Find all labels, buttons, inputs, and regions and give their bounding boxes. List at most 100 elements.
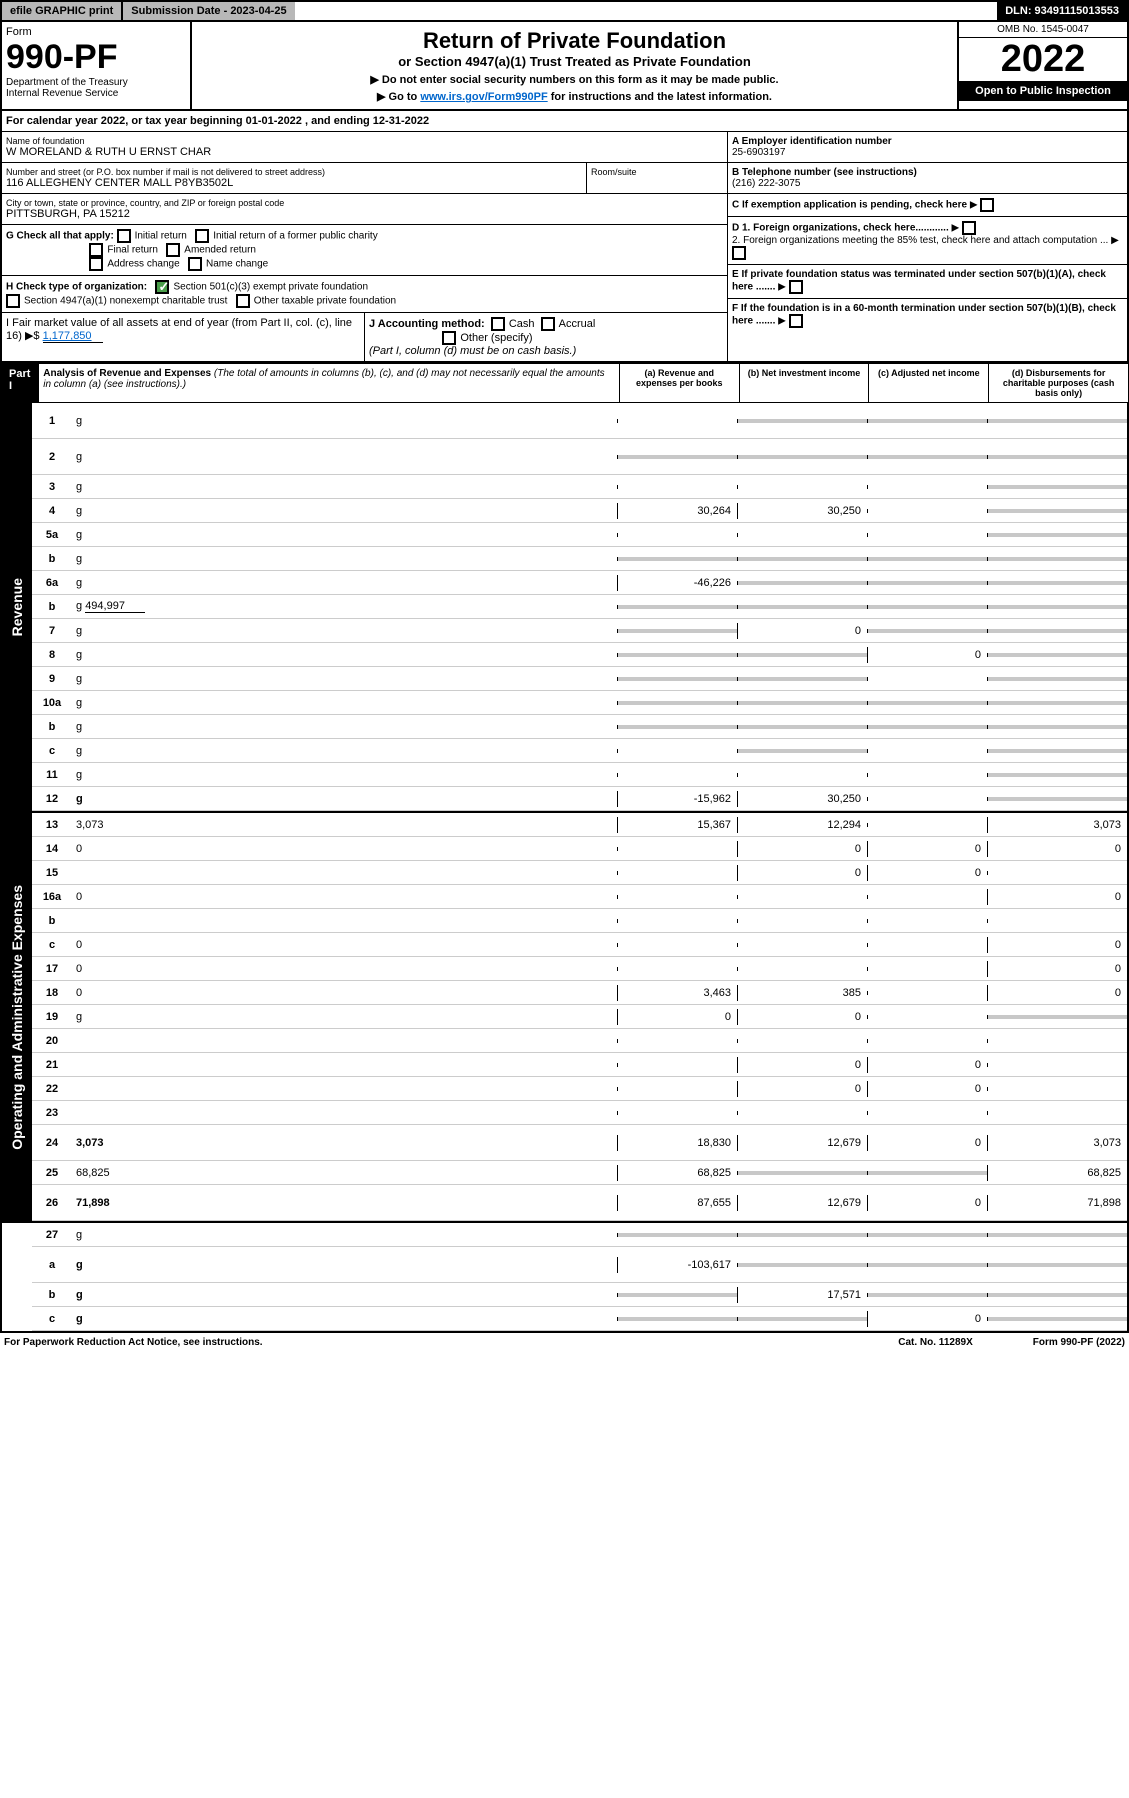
net-spacer — [2, 1223, 32, 1331]
table-cell: 3,463 — [617, 985, 737, 1001]
table-cell — [867, 991, 987, 995]
line-desc: g — [72, 1257, 617, 1273]
form-note2: ▶ Go to www.irs.gov/Form990PF for instru… — [198, 90, 951, 103]
table-cell — [867, 797, 987, 801]
table-row: cg0 — [32, 1307, 1127, 1331]
checkbox-initial[interactable] — [117, 229, 131, 243]
table-row: 8g0 — [32, 643, 1127, 667]
info-left: Name of foundation W MORELAND & RUTH U E… — [2, 132, 727, 361]
checkbox-address[interactable] — [89, 257, 103, 271]
line-desc: g — [72, 1009, 617, 1025]
table-cell — [867, 419, 987, 423]
line-desc: g — [72, 647, 617, 663]
line-number: 27 — [32, 1227, 72, 1243]
j-accrual: Accrual — [559, 318, 596, 330]
checkbox-c[interactable] — [980, 198, 994, 212]
g-opt-0: Initial return — [135, 231, 187, 242]
line-desc: 3,073 — [72, 817, 617, 833]
line-desc: g 494,997 — [72, 598, 617, 615]
table-row: bg 494,997 — [32, 595, 1127, 619]
line-number: 12 — [32, 791, 72, 807]
table-row: 4g30,26430,250 — [32, 499, 1127, 523]
table-cell — [617, 557, 737, 561]
table-cell: 12,679 — [737, 1195, 867, 1211]
table-cell — [737, 1111, 867, 1115]
opex-text: Operating and Administrative Expenses — [9, 885, 25, 1150]
table-row: 16a00 — [32, 885, 1127, 909]
line-number: 23 — [32, 1105, 72, 1121]
table-cell: 0 — [737, 1057, 867, 1073]
table-row: 2g — [32, 439, 1127, 475]
i-value[interactable]: 1,177,850 — [43, 330, 103, 343]
omb: OMB No. 1545-0047 — [959, 22, 1127, 38]
room-cell: Room/suite — [587, 163, 727, 193]
col-d-header: (d) Disbursements for charitable purpose… — [988, 364, 1128, 402]
d1: D 1. Foreign organizations, check here..… — [732, 223, 949, 234]
h-section: H Check type of organization: Section 50… — [2, 276, 727, 313]
table-cell — [987, 455, 1127, 459]
line-desc: 0 — [72, 937, 617, 953]
table-cell — [737, 967, 867, 971]
table-cell — [867, 1263, 987, 1267]
table-cell — [867, 485, 987, 489]
checkbox-cash[interactable] — [491, 317, 505, 331]
checkbox-d1[interactable] — [962, 221, 976, 235]
checkbox-e[interactable] — [789, 280, 803, 294]
efile-label[interactable]: efile GRAPHIC print — [2, 2, 121, 20]
info-right: A Employer identification number 25-6903… — [727, 132, 1127, 361]
line-number: 19 — [32, 1009, 72, 1025]
table-row: 133,07315,36712,2943,073 — [32, 813, 1127, 837]
table-cell: 0 — [867, 1135, 987, 1151]
form-note1: ▶ Do not enter social security numbers o… — [198, 73, 951, 86]
checkbox-accrual[interactable] — [541, 317, 555, 331]
table-row: 27g — [32, 1223, 1127, 1247]
line-number: 7 — [32, 623, 72, 639]
table-cell: 17,571 — [737, 1287, 867, 1303]
checkbox-name-change[interactable] — [188, 257, 202, 271]
checkbox-d2[interactable] — [732, 246, 746, 260]
e-cell: E If private foundation status was termi… — [728, 265, 1127, 299]
table-row: 6ag-46,226 — [32, 571, 1127, 595]
checkbox-4947[interactable] — [6, 294, 20, 308]
checkbox-other-taxable[interactable] — [236, 294, 250, 308]
table-cell — [617, 701, 737, 705]
checkbox-initial-former[interactable] — [195, 229, 209, 243]
irs: Internal Revenue Service — [6, 88, 186, 99]
table-cell — [987, 653, 1127, 657]
table-cell — [867, 895, 987, 899]
table-cell — [867, 1111, 987, 1115]
line-number: 16a — [32, 889, 72, 905]
irs-link[interactable]: www.irs.gov/Form990PF — [420, 91, 547, 103]
checkbox-amended[interactable] — [166, 243, 180, 257]
table-cell: 12,679 — [737, 1135, 867, 1151]
table-cell — [617, 1039, 737, 1043]
table-cell — [987, 485, 1127, 489]
table-cell — [867, 581, 987, 585]
table-cell — [867, 943, 987, 947]
table-cell: 0 — [737, 1009, 867, 1025]
note2-pre: ▶ Go to — [377, 91, 420, 103]
table-row: cg — [32, 739, 1127, 763]
table-cell — [617, 1063, 737, 1067]
j-cash: Cash — [509, 318, 535, 330]
line-number: b — [32, 913, 72, 929]
table-cell — [737, 581, 867, 585]
checkbox-final[interactable] — [89, 243, 103, 257]
table-cell — [987, 509, 1127, 513]
checkbox-501c3[interactable] — [155, 280, 169, 294]
top-bar: efile GRAPHIC print Submission Date - 20… — [0, 0, 1129, 22]
form-subtitle: or Section 4947(a)(1) Trust Treated as P… — [198, 54, 951, 69]
table-cell: 0 — [987, 889, 1127, 905]
table-cell — [617, 773, 737, 777]
checkbox-other-method[interactable] — [442, 331, 456, 345]
table-row: 2100 — [32, 1053, 1127, 1077]
line-number: 22 — [32, 1081, 72, 1097]
table-cell — [867, 1039, 987, 1043]
table-row: 243,07318,83012,67903,073 — [32, 1125, 1127, 1161]
form-left: Form 990-PF Department of the Treasury I… — [2, 22, 192, 109]
checkbox-f[interactable] — [789, 314, 803, 328]
revenue-rows: 1g2g3g4g30,26430,2505agbg6ag-46,226bg 49… — [32, 403, 1127, 811]
b-cell: B Telephone number (see instructions) (2… — [728, 163, 1127, 194]
table-cell — [737, 919, 867, 923]
table-cell — [867, 919, 987, 923]
